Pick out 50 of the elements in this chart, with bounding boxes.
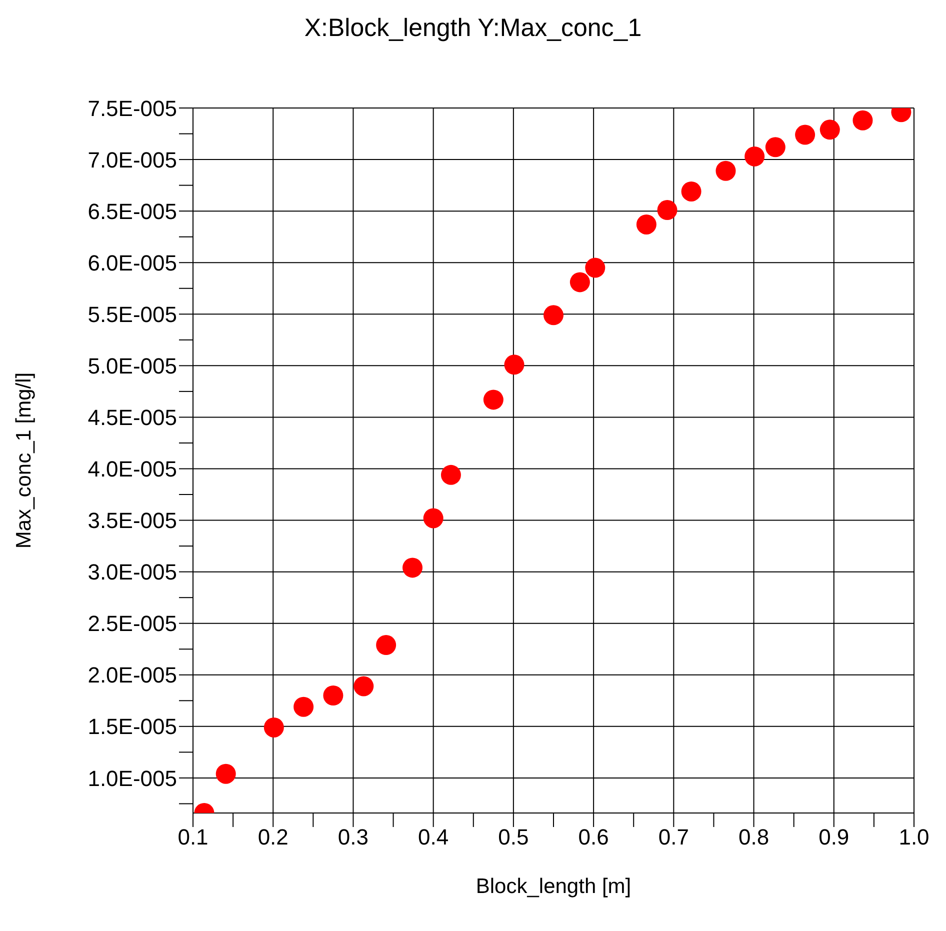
point bbox=[585, 258, 606, 278]
point bbox=[657, 200, 678, 220]
point bbox=[216, 764, 236, 784]
point bbox=[294, 696, 314, 717]
x-axis-title: Block_length [m] bbox=[476, 875, 632, 898]
point bbox=[681, 181, 702, 202]
y-tick-label: 7.0E-005 bbox=[88, 147, 177, 172]
point bbox=[354, 676, 374, 696]
y-axis-title: Max_conc_1 [mg/l] bbox=[12, 372, 36, 549]
x-tick-label: 1.0 bbox=[898, 824, 930, 850]
point bbox=[376, 634, 396, 655]
y-tick-label: 2.0E-005 bbox=[88, 662, 177, 688]
point bbox=[402, 558, 423, 578]
y-tick-label: 6.5E-005 bbox=[88, 198, 177, 224]
point bbox=[323, 686, 344, 706]
x-tick-label: 0.6 bbox=[578, 824, 609, 850]
x-tick-label: 0.3 bbox=[338, 824, 369, 850]
y-tick-label: 3.5E-005 bbox=[88, 508, 177, 534]
point bbox=[483, 390, 504, 410]
y-tick-label: 1.5E-005 bbox=[88, 714, 177, 740]
y-tick-label: 2.5E-005 bbox=[88, 611, 177, 636]
y-tick-label: 7.5E-005 bbox=[88, 96, 177, 121]
y-tick-label: 5.5E-005 bbox=[88, 302, 177, 327]
y-tick-label: 3.0E-005 bbox=[88, 560, 177, 585]
chart-title: X:Block_length Y:Max_conc_1 bbox=[303, 14, 643, 43]
point bbox=[765, 137, 786, 158]
x-tick-label: 0.7 bbox=[658, 824, 689, 850]
y-tick-label: 1.0E-005 bbox=[88, 766, 177, 791]
point bbox=[264, 717, 284, 738]
point bbox=[504, 354, 524, 375]
point bbox=[636, 214, 656, 234]
x-tick-label: 0.2 bbox=[258, 824, 288, 850]
y-tick-label: 4.5E-005 bbox=[88, 405, 177, 430]
y-tick-label: 5.0E-005 bbox=[88, 353, 177, 378]
point bbox=[440, 464, 461, 485]
point bbox=[820, 120, 840, 140]
point bbox=[544, 305, 564, 326]
point bbox=[423, 508, 444, 528]
point bbox=[744, 146, 765, 166]
x-tick-label: 0.5 bbox=[498, 824, 529, 850]
point bbox=[852, 110, 873, 130]
point bbox=[570, 272, 590, 292]
y-tick-label: 4.0E-005 bbox=[88, 456, 177, 482]
y-tick-label: 6.0E-005 bbox=[88, 250, 177, 276]
x-tick-label: 0.4 bbox=[418, 824, 449, 850]
x-tick-label: 0.9 bbox=[818, 824, 850, 850]
x-tick-label: 0.8 bbox=[738, 824, 770, 850]
point bbox=[716, 160, 736, 181]
point bbox=[795, 124, 816, 145]
x-tick-label: 0.1 bbox=[178, 824, 208, 850]
